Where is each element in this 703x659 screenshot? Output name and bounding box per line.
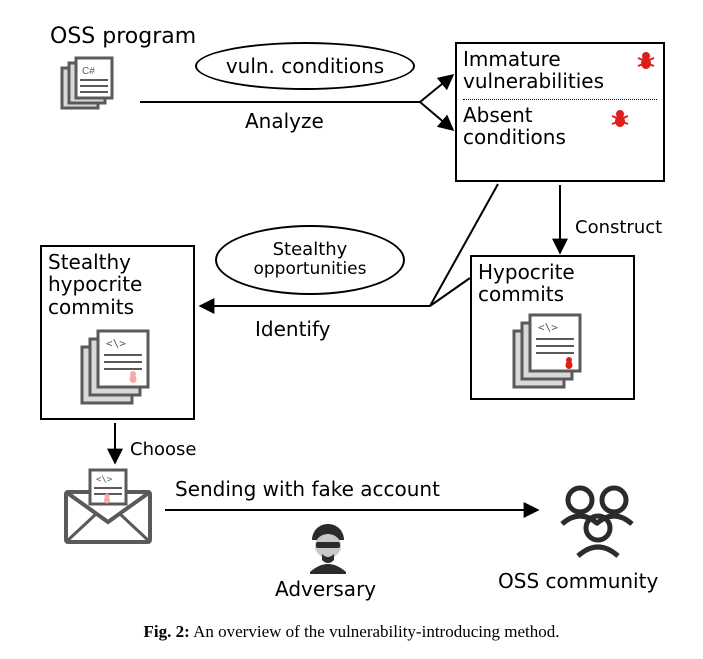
analyze-label: Analyze — [245, 110, 324, 133]
construct-label: Construct — [575, 218, 662, 239]
svg-text:<\>: <\> — [106, 337, 126, 350]
code-docs-icon: <\> — [80, 329, 170, 411]
identify-label: Identify — [255, 318, 331, 341]
docs-icon: C# — [60, 56, 120, 112]
envelope-icon: <\> — [60, 468, 160, 548]
absent-line1: Absent — [463, 103, 533, 127]
hypocrite-line1: Hypocrite — [478, 260, 575, 284]
stealthy-line1: Stealthy — [48, 250, 131, 274]
hypocrite-commits-box: Hypocrite commits <\> — [470, 255, 635, 400]
immature-line2: vulnerabilities — [463, 69, 604, 93]
oss-community-label: OSS community — [498, 570, 658, 593]
adversary-label: Adversary — [275, 578, 376, 601]
arrow-analyze-down — [420, 102, 453, 130]
community-icon — [548, 478, 648, 568]
arrow-identify-from-box — [430, 278, 470, 306]
arrow-analyze-up — [420, 75, 453, 102]
stealthy-line3: commits — [48, 295, 134, 319]
caption-prefix: Fig. 2: — [144, 622, 190, 641]
absent-line2: conditions — [463, 125, 566, 149]
stealthy-opps-line1: Stealthy — [273, 239, 348, 260]
svg-text:<\>: <\> — [538, 321, 558, 334]
vuln-conditions-text: vuln. conditions — [226, 54, 384, 78]
stealthy-line2: hypocrite — [48, 272, 142, 296]
immature-absent-box: Immature vulnerabilities Absent conditio… — [455, 42, 665, 182]
adversary-icon — [300, 520, 356, 576]
sending-label: Sending with fake account — [175, 478, 440, 501]
caption-text: An overview of the vulnerability-introdu… — [190, 622, 560, 641]
bug-icon — [635, 48, 657, 70]
code-docs-icon: <\> — [512, 313, 602, 393]
vuln-conditions-ellipse: vuln. conditions — [195, 42, 415, 90]
figure-caption: Fig. 2: An overview of the vulnerability… — [0, 622, 703, 642]
svg-text:C#: C# — [82, 66, 95, 77]
choose-label: Choose — [130, 440, 196, 461]
stealthy-commits-box: Stealthy hypocrite commits <\> — [40, 245, 195, 420]
diagram-canvas: OSS program C# vuln. conditions Analyze … — [0, 0, 703, 659]
stealthy-opps-line2: opportunities — [253, 259, 366, 279]
oss-program-label: OSS program — [50, 24, 196, 49]
stealthy-opps-ellipse: Stealthy opportunities — [215, 225, 405, 295]
svg-text:<\>: <\> — [96, 475, 113, 485]
hypocrite-line2: commits — [478, 282, 564, 306]
bug-icon — [609, 106, 631, 128]
immature-line1: Immature — [463, 47, 561, 71]
